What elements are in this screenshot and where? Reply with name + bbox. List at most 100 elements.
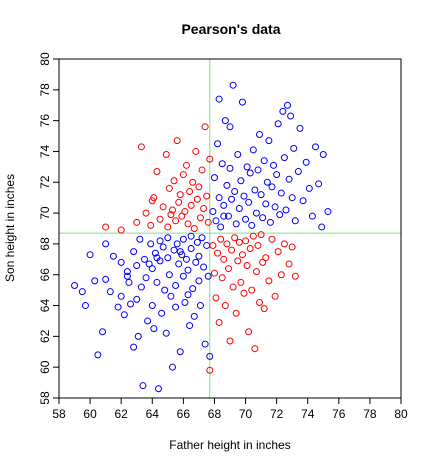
data-point <box>167 211 175 219</box>
data-point <box>196 214 204 222</box>
data-point <box>259 258 267 266</box>
data-point <box>176 191 184 199</box>
data-point <box>235 238 243 246</box>
x-tick-label: 62 <box>115 407 129 421</box>
data-point <box>142 274 150 282</box>
data-point <box>159 243 167 251</box>
data-point <box>156 237 164 245</box>
data-point <box>226 164 234 172</box>
data-point <box>290 144 298 152</box>
data-point <box>209 241 217 249</box>
data-point <box>195 277 203 285</box>
data-point <box>94 351 102 359</box>
y-tick-label: 78 <box>38 83 52 97</box>
data-point <box>148 302 156 310</box>
data-point <box>263 178 271 186</box>
data-point <box>187 245 195 253</box>
data-point <box>179 272 187 280</box>
data-point <box>251 345 259 353</box>
data-point <box>198 166 206 174</box>
data-point <box>156 215 164 223</box>
data-point <box>170 246 178 254</box>
data-point <box>214 140 222 148</box>
data-point <box>262 254 270 262</box>
data-point <box>319 151 327 159</box>
data-point <box>127 300 135 308</box>
data-points <box>71 81 332 393</box>
data-point <box>268 183 276 191</box>
data-point <box>176 348 184 356</box>
data-point <box>308 212 316 220</box>
data-point <box>268 235 276 243</box>
data-point <box>206 352 214 360</box>
data-point <box>142 209 150 217</box>
data-point <box>200 204 208 212</box>
y-tick-label: 66 <box>38 268 52 282</box>
data-point <box>242 215 250 223</box>
data-point <box>288 243 296 251</box>
x-tick-label: 64 <box>146 407 160 421</box>
data-point <box>254 241 262 249</box>
data-point <box>282 206 290 214</box>
data-point <box>229 81 237 89</box>
data-point <box>245 328 253 336</box>
y-tick-label: 62 <box>38 329 52 343</box>
x-axis: 58 60 62 64 66 68 70 72 74 76 78 80 <box>52 398 408 421</box>
data-point <box>218 160 226 168</box>
data-point <box>206 155 214 163</box>
data-point <box>256 298 264 306</box>
data-point <box>229 283 237 291</box>
data-point <box>117 226 125 234</box>
data-point <box>158 309 166 317</box>
data-point <box>147 240 155 248</box>
data-point <box>168 363 176 371</box>
data-point <box>302 158 310 166</box>
data-point <box>212 217 220 225</box>
data-point <box>193 195 201 203</box>
data-point <box>172 303 180 311</box>
data-point <box>203 241 211 249</box>
data-point <box>318 223 326 231</box>
data-point <box>226 337 234 345</box>
data-point <box>164 223 172 231</box>
data-point <box>243 163 251 171</box>
data-point <box>167 292 175 300</box>
data-point <box>181 208 189 216</box>
y-tick-label: 64 <box>38 299 52 313</box>
data-point <box>242 237 250 245</box>
data-point <box>305 184 313 192</box>
data-point <box>109 252 117 260</box>
data-point <box>294 167 302 175</box>
data-point <box>228 246 236 254</box>
data-point <box>71 282 79 290</box>
data-point <box>102 240 110 248</box>
data-point <box>206 366 214 374</box>
data-point <box>209 208 217 216</box>
data-point <box>192 258 200 266</box>
data-point <box>238 251 246 259</box>
data-point <box>81 302 89 310</box>
y-axis: 58 60 62 64 66 68 70 72 74 76 78 80 <box>38 52 59 405</box>
data-point <box>224 265 232 273</box>
data-point <box>254 166 262 174</box>
chart-title: Pearson's data <box>181 21 280 37</box>
data-point <box>279 107 287 115</box>
data-point <box>190 312 198 320</box>
data-point <box>220 212 228 220</box>
data-point <box>288 194 296 202</box>
data-point <box>234 257 242 265</box>
data-point <box>201 123 209 131</box>
data-point <box>296 124 304 132</box>
data-point <box>223 240 231 248</box>
x-tick-label: 60 <box>83 407 97 421</box>
data-point <box>123 268 131 276</box>
data-point <box>184 291 192 299</box>
data-point <box>153 278 161 286</box>
x-tick-label: 74 <box>301 407 315 421</box>
data-point <box>162 151 170 159</box>
data-point <box>195 183 203 191</box>
data-point <box>120 311 128 319</box>
data-point <box>182 161 190 169</box>
data-point <box>221 302 229 310</box>
